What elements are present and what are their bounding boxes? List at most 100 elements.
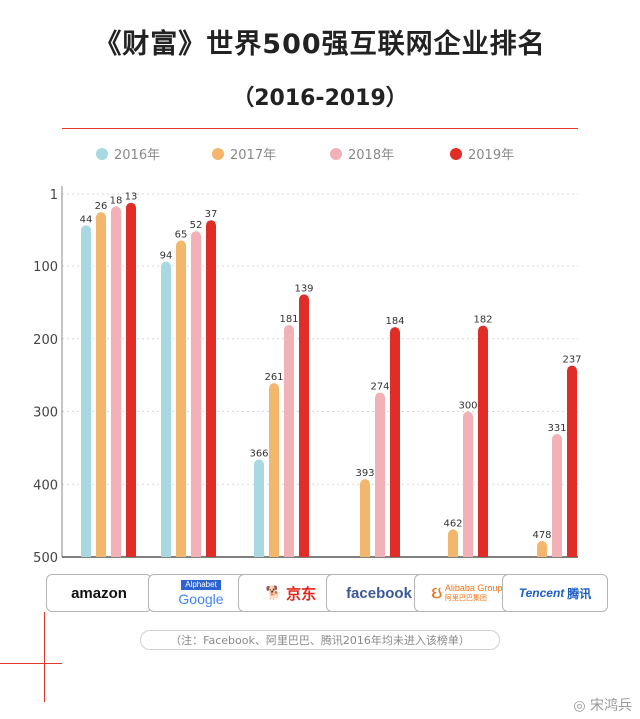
data-label: 94 (160, 251, 173, 262)
data-label: 13 (125, 192, 138, 203)
footnote: （注：Facebook、阿里巴巴、腾讯2016年均未进入该榜单） (140, 630, 500, 650)
legend-label: 2017年 (230, 148, 276, 163)
bar-cap (111, 206, 121, 217)
bar (537, 545, 547, 557)
bar-cap (176, 240, 186, 251)
tencent-logo-cn-text: 腾讯 (567, 586, 592, 601)
bar-cap (552, 434, 562, 445)
logo-amazon: amazon (46, 574, 152, 612)
alphabet-logo-text: Alphabet (181, 580, 221, 590)
bar (96, 217, 106, 557)
bar (448, 534, 458, 557)
google-logo-text: Google (178, 591, 224, 607)
bar (284, 329, 294, 557)
bar (478, 330, 488, 557)
data-label: 331 (547, 423, 566, 434)
bar (299, 299, 309, 557)
tencent-logo-text: Tencent (518, 586, 565, 600)
bar-cap (463, 411, 473, 422)
bar (254, 464, 264, 557)
legend-swatch (96, 148, 108, 160)
alibaba-logo-text: Alibaba Group (444, 583, 503, 593)
bar-cap (206, 220, 216, 231)
data-label: 139 (294, 283, 313, 294)
legend-label: 2016年 (114, 148, 160, 163)
bar (552, 439, 562, 557)
bar-cap (81, 225, 91, 236)
data-label: 393 (355, 468, 374, 479)
bar (206, 225, 216, 558)
bar (191, 236, 201, 557)
y-tick-label: 300 (33, 406, 58, 421)
data-label: 18 (110, 195, 123, 206)
page-subtitle: （2016-2019） (232, 86, 408, 111)
bar (390, 332, 400, 557)
data-label: 52 (190, 220, 203, 231)
bar (360, 484, 370, 557)
data-label: 366 (249, 449, 268, 460)
bar (81, 230, 91, 557)
data-label: 478 (532, 530, 551, 541)
bar-cap (478, 325, 488, 336)
data-label: 181 (279, 314, 298, 325)
data-label: 237 (562, 355, 581, 366)
bar (375, 397, 385, 557)
facebook-logo-text: facebook (346, 584, 412, 602)
bar (463, 416, 473, 557)
bar-cap (161, 261, 171, 272)
bar-cap (360, 479, 370, 490)
legend-swatch (450, 148, 462, 160)
bar-cap (537, 540, 547, 551)
jd-logo-text: 京东 (286, 585, 317, 603)
logo-tencent: Tencent 腾讯 (502, 574, 608, 612)
bar (269, 388, 279, 557)
bar-cap (96, 212, 106, 223)
data-label: 261 (264, 372, 283, 383)
bar-cap (390, 327, 400, 338)
legend-swatch (212, 148, 224, 160)
bar-cap (269, 383, 279, 394)
bar (126, 207, 136, 557)
data-label: 274 (370, 382, 389, 393)
bar (176, 245, 186, 557)
alibaba-icon: ઇ (431, 583, 442, 602)
y-tick-label: 100 (33, 260, 58, 275)
bar-cap (567, 365, 577, 376)
jd-dog-icon: 🐕 (265, 585, 283, 601)
decorative-line-vertical (44, 612, 45, 702)
data-label: 37 (205, 209, 218, 220)
data-label: 300 (458, 401, 477, 412)
bar-cap (448, 529, 458, 540)
y-tick-label: 400 (33, 478, 58, 493)
alibaba-logo-subtext: 阿里巴巴集团 (444, 595, 487, 602)
top-divider (62, 128, 578, 129)
y-tick-label: 1 (50, 188, 58, 203)
weibo-icon: ◎ (573, 698, 586, 714)
bar-cap (375, 392, 385, 403)
bar-cap (299, 294, 309, 305)
watermark-text: 宋鸿兵 (590, 698, 632, 714)
page-title: 《财富》世界500强互联网企业排名 (94, 29, 546, 60)
bar (161, 266, 171, 557)
legend-swatch (330, 148, 342, 160)
bar-cap (284, 324, 294, 335)
data-label: 44 (80, 214, 93, 225)
amazon-logo-text: amazon (71, 584, 127, 602)
y-tick-label: 500 (33, 551, 58, 566)
watermark: ◎ 宋鸿兵 (573, 695, 632, 715)
bar (567, 370, 577, 557)
legend-label: 2018年 (348, 148, 394, 163)
bar-cap (191, 231, 201, 242)
bar-cap (126, 202, 136, 213)
data-label: 182 (473, 315, 492, 326)
data-label: 65 (175, 230, 188, 241)
y-tick-label: 200 (33, 333, 58, 348)
bar-chart: 2016年 2017年 2018年 2019年11002003004005004426… (33, 148, 582, 566)
data-label: 26 (95, 201, 108, 212)
bar-cap (254, 459, 264, 470)
data-label: 462 (443, 518, 462, 529)
data-label: 184 (385, 316, 404, 327)
decorative-line-horizontal (0, 663, 62, 664)
bar (111, 211, 121, 557)
legend-label: 2019年 (468, 148, 514, 163)
